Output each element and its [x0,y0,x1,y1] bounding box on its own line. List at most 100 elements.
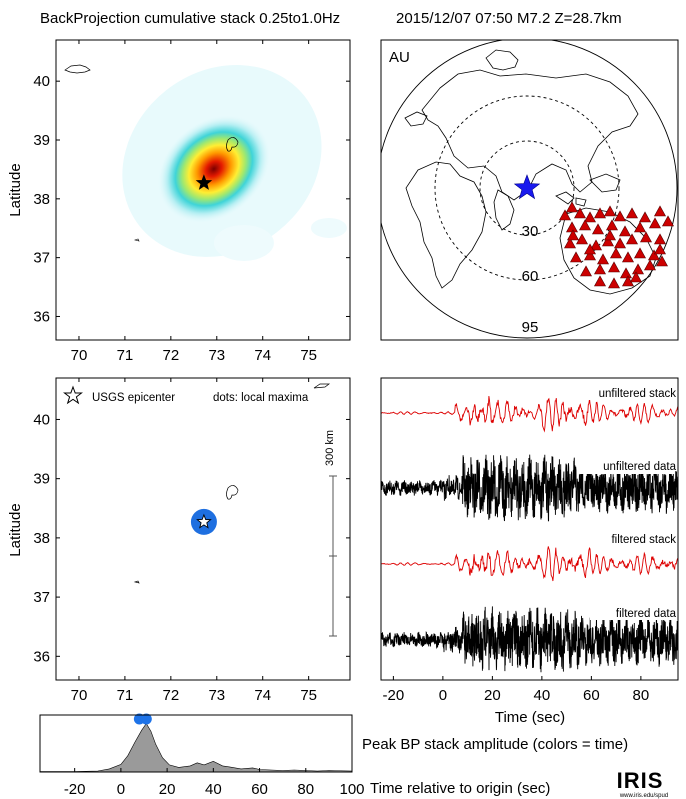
x-tick-label: 60 [583,687,600,704]
station-triangle [575,233,589,245]
station-triangle [566,229,580,241]
globe-outline [381,40,678,339]
x-tick-label: 71 [117,347,134,364]
y-tick-label: 40 [33,73,50,90]
x-tick-label: 72 [163,347,180,364]
x-tick-label: 70 [71,347,88,364]
station-triangle [578,219,592,231]
station-triangle [661,215,675,227]
y-tick-label: 37 [33,250,50,267]
figure-title: BackProjection cumulative stack 0.25to1.… [40,10,341,27]
legend: USGS epicenter dots: local maxima [63,385,309,405]
x-tick-label: 73 [208,347,225,364]
peak-amplitude-panel: -20 0 20 40 60 80 100 Peak BP stack amplitude … [39,713,628,798]
array-label: AU [389,49,410,66]
y-axis-label: Latitude [7,503,24,556]
station-triangle [629,271,643,283]
station-triangle [583,249,597,261]
y-axis-label: Latitude [7,163,24,216]
ring-label-95: 95 [522,319,539,336]
station-triangle [613,210,627,222]
x-tick-label: 40 [205,781,222,798]
x-tick-label: 20 [159,781,176,798]
y-tick-label: 37 [33,589,50,606]
station-triangle [565,201,579,213]
amplitude-frame [39,714,353,773]
y-axis-ticks: 36 37 38 39 40 [33,73,350,325]
station-triangle [583,211,597,223]
distance-ring-60 [434,95,620,281]
y-tick-label: 40 [33,411,50,428]
station-triangle [573,207,587,219]
array-map-panel: 30 60 95 AU [380,39,679,341]
station-triangle [653,205,667,217]
station-triangle [593,263,607,275]
x-axis-ticks: -20 0 20 40 60 80 100 [64,768,365,798]
station-triangle [563,237,577,249]
legend-epicenter-label: USGS epicenter [92,392,175,404]
cumulative-stack-panel: 70 71 72 73 74 75 36 37 38 39 40 Latitude [7,39,351,364]
label-bg [576,384,674,400]
station-triangle [593,275,607,287]
epicenter-star-shape [513,174,541,200]
station-triangles [558,201,675,289]
station-triangle [638,211,652,223]
x-axis-ticks: -20 0 20 40 60 80 [383,676,649,704]
heat-halo-lobe [213,224,274,261]
trace-label-filtered-data: filtered data [616,608,677,620]
station-triangle [583,243,597,255]
station-triangle [603,205,617,217]
label-bg [580,458,674,474]
x-tick-label: 74 [254,347,271,364]
heat-core [157,114,271,224]
x-tick-label: 75 [300,347,317,364]
station-triangle [625,207,639,219]
label-bg [590,604,674,620]
station-triangle [643,259,657,271]
station-triangle [625,233,639,245]
station-triangle [579,265,593,277]
station-triangle [603,229,617,241]
x-tick-label: 70 [71,687,88,704]
station-triangle [596,253,610,265]
local-maxima-dots [190,508,217,535]
legend-dots-label: dots: local maxima [213,392,309,404]
local-maxima-panel: USGS epicenter dots: local maxima 300 km… [7,377,351,704]
x-tick-label: 74 [254,687,271,704]
x-tick-label: 73 [208,687,225,704]
station-triangle [655,255,669,267]
station-triangle [591,223,605,235]
station-triangle [607,261,621,273]
x-tick-label: 75 [300,687,317,704]
scale-bar-label: 300 km [324,430,336,466]
station-triangle [601,235,615,247]
filtered-stack-trace [381,546,678,582]
map-frame [55,377,351,681]
station-triangle [618,225,632,237]
station-triangle [605,219,619,231]
x-tick-label: -20 [64,781,86,798]
x-tick-label: 71 [117,687,134,704]
peak-time-dots [133,713,152,725]
station-triangle [613,237,627,249]
heat-halo-lobe [310,217,347,238]
station-triangle [565,221,579,233]
filtered-data-trace [381,606,678,673]
y-tick-label: 36 [33,308,50,325]
x-axis-ticks: 70 71 72 73 74 75 [71,40,317,364]
coastline-contour [133,383,331,584]
unfiltered-data-trace [381,454,678,522]
station-triangle [609,247,623,259]
x-tick-label: 20 [484,687,501,704]
peak-dot [140,713,152,725]
map-frame [55,39,351,341]
station-triangle [647,249,661,261]
x-axis-ticks: 70 71 72 73 74 75 [71,378,317,704]
seismogram-frame [380,377,679,681]
station-triangle [633,221,647,233]
epicenter-star-shape [196,513,212,529]
iris-logo: IRIS www.iris.edu/spud [606,764,680,799]
station-triangle [633,247,647,259]
station-triangle [653,233,667,245]
station-triangle [619,267,633,279]
